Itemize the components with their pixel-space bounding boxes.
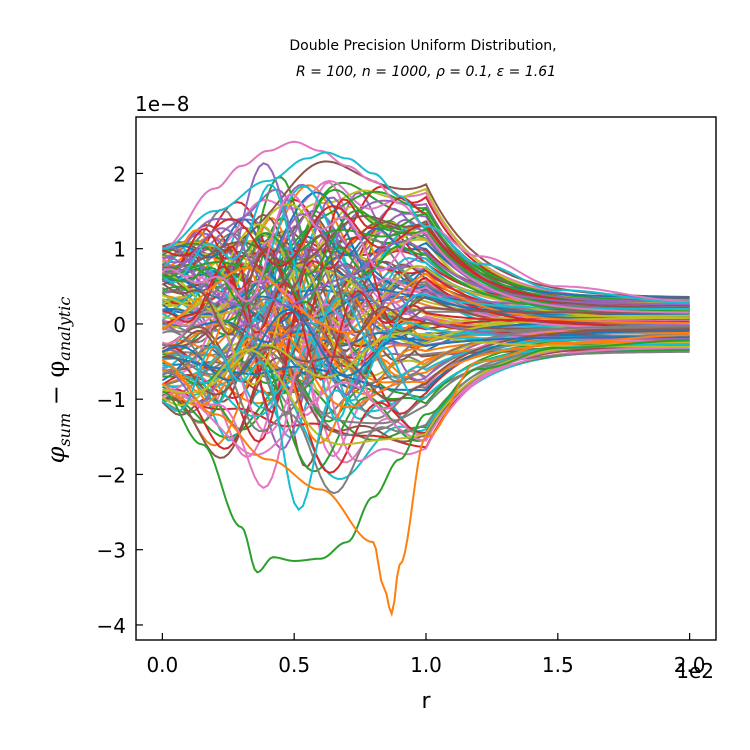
series-line (161, 283, 690, 414)
series-line (161, 323, 690, 409)
x-tick-label: 0.0 (146, 653, 178, 677)
series-line (161, 308, 690, 382)
series-line (162, 328, 690, 402)
series-line (162, 214, 690, 310)
y-axis-label-sub2: analytic (55, 297, 74, 361)
y-axis-label-phi1: φ (42, 446, 70, 463)
x-axis: 0.0 0.5 1.0 1.5 2.0 (146, 633, 706, 677)
series-layer (161, 140, 690, 618)
y-axis-label-sub1: sum (55, 413, 74, 447)
x-axis-label: r (421, 689, 431, 714)
x-tick-label: 1.5 (542, 653, 574, 677)
y-tick-label: 2 (113, 162, 126, 186)
chart-title: Double Precision Uniform Distribution, (289, 38, 556, 54)
series-line-extreme (162, 334, 690, 618)
x-tick-label: 2.0 (674, 653, 706, 677)
y-tick-label: −4 (97, 614, 126, 638)
y-axis: −4 −3 −2 −1 0 1 2 (97, 162, 143, 638)
series-line (162, 235, 690, 415)
series-line (161, 183, 690, 353)
x-multiplier: 1e2 (676, 659, 714, 683)
y-tick-label: −2 (97, 463, 126, 487)
y-axis-label-op: − φ (42, 361, 70, 413)
chart-title-params: R = 100, n = 1000, ρ = 0.1, ε = 1.61 (296, 64, 556, 80)
y-tick-label: 1 (113, 238, 126, 262)
series-line (162, 227, 690, 307)
y-tick-label: 0 (113, 313, 126, 337)
series-line-extreme (162, 339, 690, 574)
x-tick-label: 1.0 (410, 653, 442, 677)
y-tick-label: −3 (97, 539, 126, 563)
series-line (162, 218, 690, 299)
y-multiplier: 1e−8 (135, 92, 190, 116)
y-tick-label: −1 (97, 388, 126, 412)
series-line (162, 263, 690, 386)
series-line (161, 192, 690, 314)
series-line (161, 233, 690, 336)
x-tick-label: 0.5 (278, 653, 310, 677)
series-line-extreme (162, 151, 690, 304)
series-line (161, 266, 690, 334)
y-axis-label: φsum − φanalytic (42, 297, 74, 464)
